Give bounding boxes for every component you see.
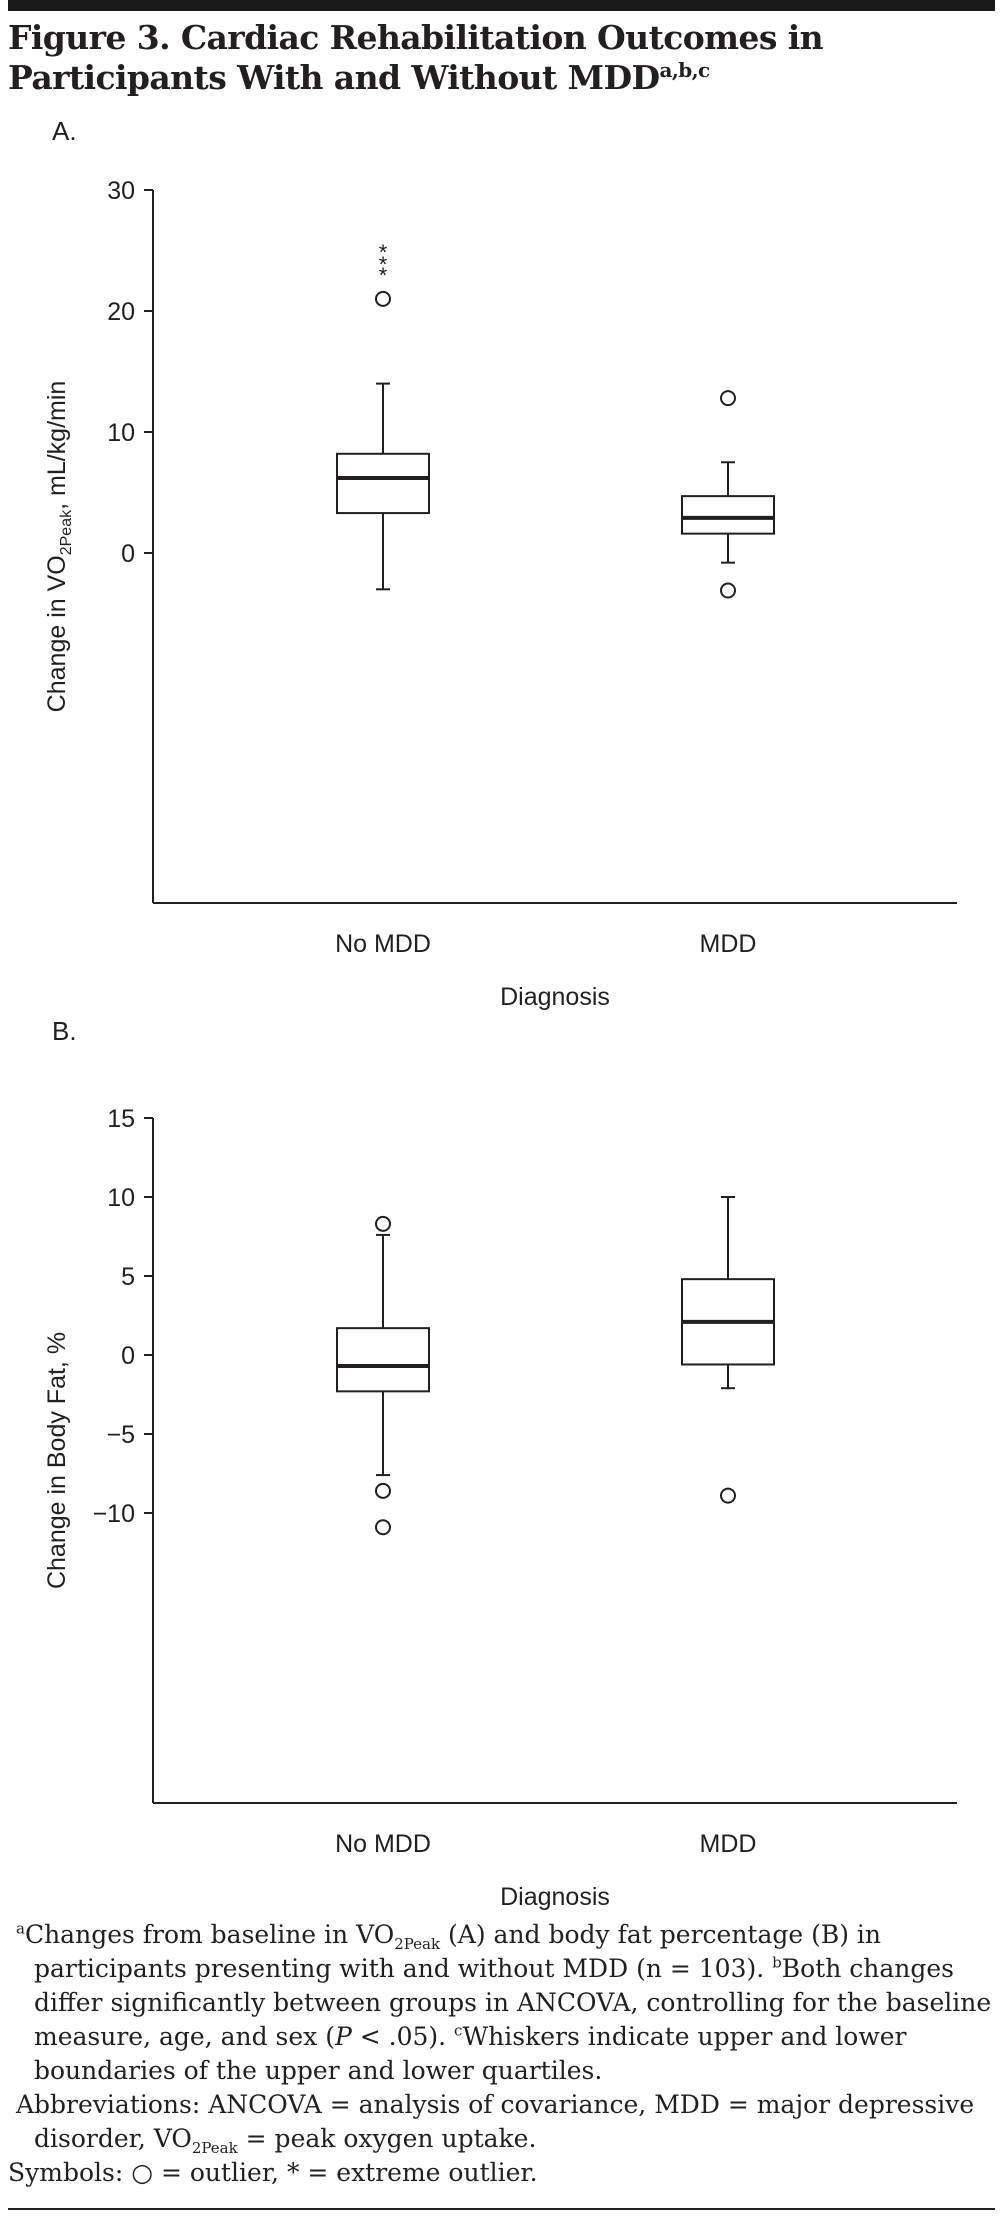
panel-b: B. −10 −5 0 5 10 15 Change in Body Fat, % No MDD…: [0, 1010, 1003, 1910]
top-rule: [8, 0, 995, 11]
x-tick-label: MDD: [700, 1830, 757, 1858]
x-axis-label: Diagnosis: [500, 1883, 610, 1910]
extreme-outlier-point: *: [379, 252, 388, 277]
footnote-a: aChanges from baseline in VO2Peak (A) an…: [16, 1919, 992, 2085]
box-group: [681, 390, 775, 599]
outlier-point: [375, 290, 391, 307]
iqr-box: [336, 1327, 430, 1393]
y-axis-label-part: Change in VO: [43, 555, 71, 712]
iqr-box: [681, 495, 775, 535]
box-group: [336, 1215, 430, 1536]
abbreviations: Abbreviations: ANCOVA = analysis of cova…: [16, 2090, 975, 2157]
boxplot-body-fat: B. −10 −5 0 5 10 15 Change in Body Fat, % No MDD…: [43, 1016, 957, 1910]
y-axis-label: Change in VO2Peak, mL/kg/min: [43, 381, 75, 713]
box-group: ***: [336, 240, 430, 591]
y-tick-label: 5: [121, 1263, 135, 1291]
y-axis-label-part: , mL/kg/min: [43, 381, 71, 510]
bottom-rule: [8, 2208, 995, 2210]
figure-title: Figure 3. Cardiac Rehabilitation Outcome…: [8, 18, 998, 98]
outlier-point: [720, 1487, 736, 1504]
y-tick-label: 30: [107, 177, 135, 205]
iqr-box: [336, 452, 430, 515]
y-axis-label: Change in Body Fat, %: [43, 1332, 71, 1589]
y-tick-label: 10: [107, 1184, 135, 1212]
y-tick-label: 20: [107, 298, 135, 326]
x-tick-label: No MDD: [335, 930, 431, 958]
y-tick-label: −5: [106, 1421, 135, 1449]
outlier-point: [375, 1482, 391, 1499]
x-axis-label: Diagnosis: [500, 983, 610, 1010]
y-tick-label: 0: [121, 1342, 135, 1370]
y-axis-label-subscript: 2Peak: [58, 509, 75, 555]
panel-label: A.: [52, 116, 77, 146]
boxplot-vo2peak: A. 0 10 20 30 Change in VO2Peak, mL/kg/min No …: [43, 116, 957, 1010]
y-tick-label: 0: [121, 540, 135, 568]
panel-a: A. 0 10 20 30 Change in VO2Peak, mL/kg/min No …: [0, 110, 1003, 1010]
outlier-point: [375, 1519, 391, 1536]
figure-title-footnote-marks: a,b,c: [659, 58, 711, 82]
outlier-point: [375, 1215, 391, 1232]
outlier-point: [720, 390, 736, 407]
panel-label: B.: [52, 1016, 77, 1046]
y-tick-label: −10: [93, 1500, 135, 1528]
extreme-outlier-point: *: [379, 263, 388, 288]
y-tick-label: 10: [107, 419, 135, 447]
footnotes: aChanges from baseline in VO2Peak (A) an…: [8, 1918, 998, 2190]
figure-title-text: Figure 3. Cardiac Rehabilitation Outcome…: [8, 18, 824, 97]
y-tick-label: 15: [107, 1105, 135, 1133]
box-group: [681, 1196, 775, 1504]
x-tick-label: MDD: [700, 930, 757, 958]
outlier-point: [720, 582, 736, 599]
x-tick-label: No MDD: [335, 1830, 431, 1858]
symbols-legend: Symbols: ○ = outlier, * = extreme outlie…: [8, 2158, 538, 2187]
extreme-outlier-point: *: [379, 240, 388, 265]
